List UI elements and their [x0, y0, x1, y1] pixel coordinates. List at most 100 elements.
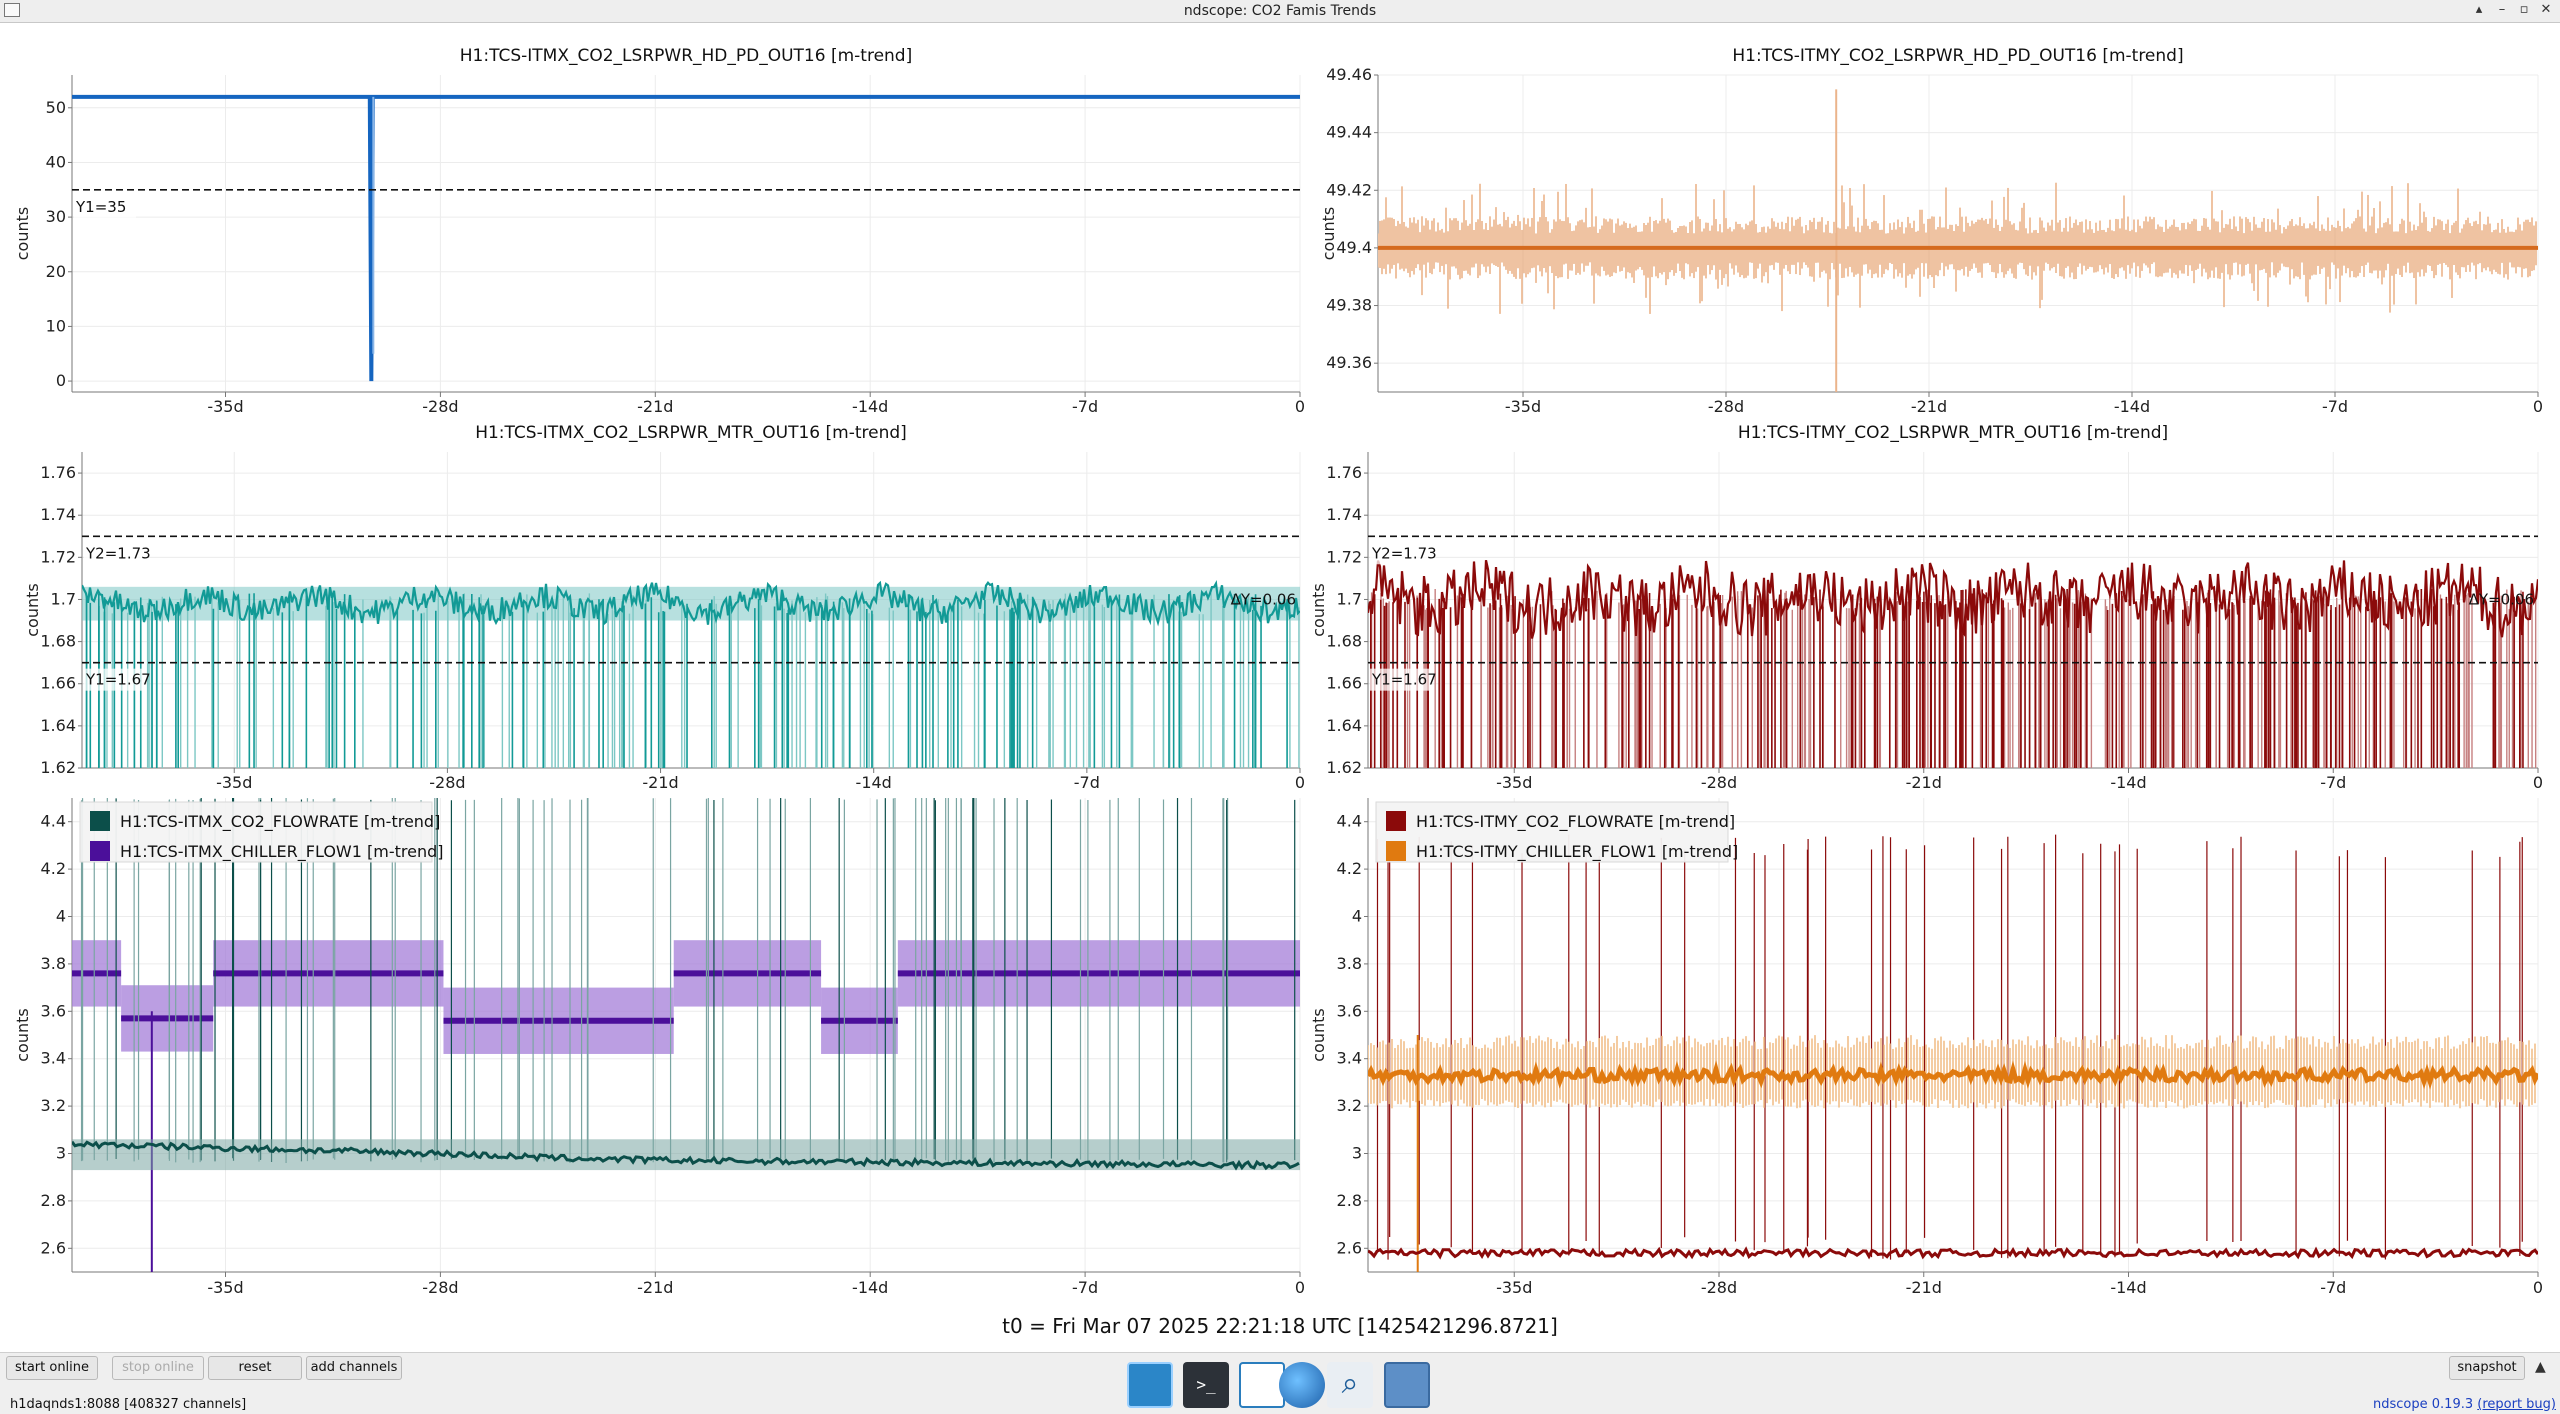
x-tick-label: -28d	[422, 1278, 458, 1297]
cursor-label: Y1=1.67	[1371, 671, 1437, 689]
plot-area	[72, 94, 1300, 382]
close-window-button[interactable]: ✕	[2540, 2, 2552, 17]
x-tick-label: 0	[2533, 1278, 2543, 1297]
x-tick-label: -28d	[429, 773, 465, 792]
x-tick-label: -14d	[852, 1278, 888, 1297]
plot-itmx_pd: 0 10 20 30 40 50 -35d -28d -21d -14d -7d 0 counts H1:…	[13, 46, 1305, 416]
file-manager-icon[interactable]	[1384, 1362, 1430, 1408]
x-tick-label: 0	[1295, 1278, 1305, 1297]
y-tick-label: 1.74	[40, 505, 76, 524]
window-titlebar: ndscope: CO2 Famis Trends ▴ – ▫ ✕	[0, 0, 2560, 23]
y-tick-label: 40	[46, 152, 66, 171]
cursor-label: Y2=1.73	[1371, 544, 1437, 562]
web-browser-icon[interactable]	[1279, 1362, 1325, 1408]
cursor-label-bg	[84, 668, 146, 691]
y-tick-label: 4	[56, 907, 66, 926]
plot-title: H1:TCS-ITMX_CO2_LSRPWR_HD_PD_OUT16 [m-tr…	[460, 46, 912, 66]
minimize-window-button[interactable]: –	[2498, 2, 2506, 17]
delta-y-label: ΔY=0.06	[1231, 590, 1296, 608]
version-info: ndscope 0.19.3 (report bug)	[2373, 1397, 2556, 1412]
y-tick-label: 1.72	[40, 547, 76, 566]
y-tick-label: 4.4	[41, 812, 66, 831]
y-axis-label: counts	[13, 207, 32, 260]
y-tick-label: 3.6	[1337, 1001, 1362, 1020]
cursor-label-bg	[1370, 542, 1432, 565]
x-tick-label: 0	[2533, 397, 2543, 416]
snapshot-button[interactable]: snapshot	[2449, 1356, 2525, 1380]
y-tick-label: 1.68	[40, 632, 76, 651]
maximize-window-button[interactable]: ▫	[2519, 2, 2529, 17]
plot-area	[1378, 89, 2538, 392]
y-tick-label: 1.64	[1326, 716, 1362, 735]
terminal-icon[interactable]: >_	[1183, 1362, 1229, 1408]
report-bug-link[interactable]: (report bug)	[2477, 1397, 2556, 1412]
add-channels-button[interactable]: add channels	[306, 1356, 402, 1380]
y-tick-label: 1.68	[1326, 632, 1362, 651]
y-tick-label: 1.62	[40, 758, 76, 777]
legend-swatch	[90, 841, 110, 861]
x-tick-label: 0	[1295, 773, 1305, 792]
y-tick-label: 1.66	[1326, 674, 1362, 693]
x-tick-label: -35d	[1496, 1278, 1532, 1297]
y-axis-label: counts	[1309, 1008, 1328, 1061]
series-line	[1368, 1246, 2538, 1260]
legend: H1:TCS-ITMY_CO2_FLOWRATE [m-trend] H1:TCS…	[1375, 801, 1738, 863]
desktop-icon[interactable]	[1127, 1362, 1173, 1408]
plot-area	[72, 798, 1300, 1272]
y-tick-label: 1.76	[1326, 463, 1362, 482]
y-tick-label: 2.6	[1337, 1238, 1362, 1257]
text-editor-icon[interactable]	[1239, 1362, 1285, 1408]
y-tick-label: 4	[1352, 907, 1362, 926]
legend-swatch	[1386, 811, 1406, 831]
y-tick-label: 49.42	[1326, 180, 1372, 199]
search-icon[interactable]: ⌕	[1327, 1362, 1373, 1408]
y-tick-label: 2.8	[41, 1191, 66, 1210]
series-minmax-band	[72, 1139, 1300, 1171]
x-tick-label: -35d	[1496, 773, 1532, 792]
x-tick-label: -14d	[856, 773, 892, 792]
cursor-label: Y1=35	[75, 198, 126, 216]
y-tick-label: 10	[46, 316, 66, 335]
plot-area	[82, 580, 1300, 768]
cursor-label: Y2=1.73	[85, 544, 151, 562]
x-tick-label: -21d	[642, 773, 678, 792]
x-tick-label: 0	[2533, 773, 2543, 792]
y-tick-label: 49.4	[1336, 238, 1372, 257]
y-tick-label: 4.4	[1337, 812, 1362, 831]
stop-online-button[interactable]: stop online	[112, 1356, 204, 1380]
legend-swatch	[90, 811, 110, 831]
y-tick-label: 4.2	[1337, 859, 1362, 878]
y-tick-label: 3.8	[1337, 954, 1362, 973]
x-tick-label: -35d	[216, 773, 252, 792]
x-tick-label: -7d	[2320, 773, 2346, 792]
plot-itmx_flow: 2.6 2.8 3 3.2 3.4 3.6 3.8 4 4.2 4.4 -35d -28d -21d -1…	[13, 798, 1305, 1297]
y-tick-label: 49.44	[1326, 123, 1372, 142]
delta-y-label: ΔY=0.06	[2469, 590, 2534, 608]
server-status: h1daqnds1:8088 [408327 channels]	[10, 1397, 247, 1412]
y-tick-label: 3	[56, 1144, 66, 1163]
reset-button[interactable]: reset	[208, 1356, 302, 1380]
x-tick-label: -21d	[1906, 773, 1942, 792]
cursor-label-bg	[74, 195, 136, 218]
plot-itmy_pd: 49.36 49.38 49.4 49.42 49.44 49.46 -35d -28d -21…	[1319, 46, 2543, 416]
x-tick-label: -28d	[1701, 1278, 1737, 1297]
y-tick-label: 20	[46, 262, 66, 281]
y-tick-label: 0	[56, 371, 66, 390]
plot-title: H1:TCS-ITMY_CO2_LSRPWR_MTR_OUT16 [m-tren…	[1738, 423, 2168, 443]
y-tick-label: 1.7	[51, 589, 76, 608]
y-axis-label: counts	[1319, 207, 1338, 260]
plot-itmy_flow: 2.6 2.8 3 3.2 3.4 3.6 3.8 4 4.2 4.4 -35d -28d -21d -1…	[1309, 798, 2543, 1297]
shade-window-button[interactable]: ▴	[2475, 2, 2483, 17]
x-tick-label: -14d	[2114, 397, 2150, 416]
legend-swatch	[1386, 841, 1406, 861]
x-tick-label: -7d	[1072, 1278, 1098, 1297]
y-tick-label: 2.6	[41, 1238, 66, 1257]
x-tick-label: -28d	[422, 397, 458, 416]
series-line	[1368, 559, 2538, 639]
x-tick-label: -7d	[2320, 1278, 2346, 1297]
start-online-button[interactable]: start online	[6, 1356, 98, 1380]
chevron-up-icon[interactable]: ▲	[2535, 1359, 2546, 1375]
version-link[interactable]: ndscope 0.19.3	[2373, 1397, 2474, 1412]
